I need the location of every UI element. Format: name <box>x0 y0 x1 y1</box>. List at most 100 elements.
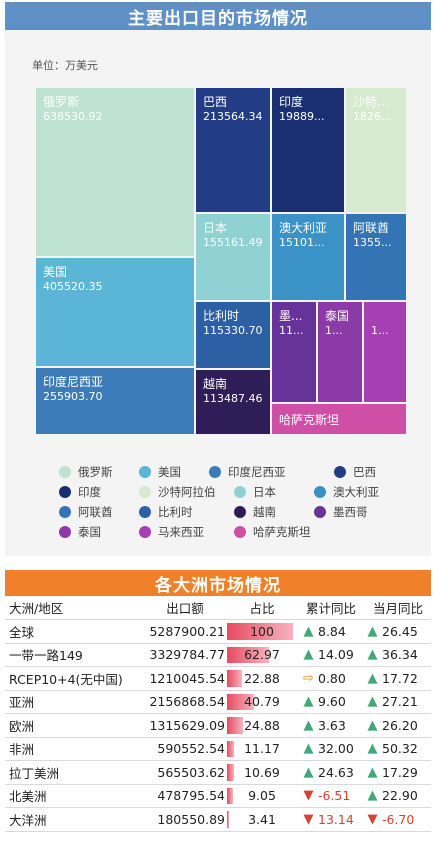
share-cell: 62.97 <box>227 644 297 667</box>
treemap-tile-label: 哈萨克斯坦 <box>279 413 340 427</box>
legend-item: 日本 <box>234 484 276 500</box>
treemap-tile-label: 澳大利亚 <box>279 221 328 235</box>
treemap-legend: 俄罗斯 美国 印度尼西亚 巴西 印度 沙特阿拉伯 日本 澳大利亚 阿联酋 比利时 越南 墨西哥 泰国 马来… <box>48 460 408 550</box>
arrow-up-icon: ▲ <box>367 717 378 733</box>
region-name: 大洋洲 <box>9 812 47 828</box>
monthly-yoy: ▲ 50.32 <box>365 738 431 761</box>
share-cell: 40.79 <box>227 691 297 714</box>
arrow-up-icon: ▲ <box>303 717 314 733</box>
legend-label: 沙特阿拉伯 <box>158 485 216 499</box>
cumulative-yoy-value: 9.60 <box>318 694 346 710</box>
treemap-tile-value: 638530.92 <box>43 110 103 123</box>
table-column-header: 累计同比 <box>305 601 356 616</box>
legend-label: 比利时 <box>158 505 193 519</box>
export-value: 590552.54 <box>157 741 225 757</box>
legend-swatch <box>139 526 151 538</box>
monthly-yoy-value: 36.34 <box>382 647 418 663</box>
table-row: 大洋洲 180550.89 3.41 ▼ 13.14 ▼ -6.70 <box>5 808 431 832</box>
table-row: 欧洲 1315629.09 24.88 ▲ 3.63 ▲ 26.20 <box>5 714 431 738</box>
legend-item: 沙特阿拉伯 <box>139 484 216 500</box>
share-value: 10.69 <box>244 764 280 780</box>
region-name: 欧洲 <box>9 718 35 734</box>
monthly-yoy-value: 17.29 <box>382 764 418 780</box>
share-bar <box>227 623 293 640</box>
treemap-tile-value: 1... <box>325 324 343 337</box>
legend-label: 俄罗斯 <box>78 465 113 479</box>
cumulative-yoy-value: 32.00 <box>318 741 354 757</box>
cumulative-yoy: ▲ 24.63 <box>301 761 361 784</box>
treemap-tile: 日本 155161.49 <box>196 214 270 300</box>
share-value: 9.05 <box>248 788 276 804</box>
share-value: 11.17 <box>244 741 280 757</box>
treemap-tile-value: 15101... <box>279 236 325 249</box>
treemap-tile-value: 405520.35 <box>43 280 103 293</box>
treemap-tile: 印度 19889... <box>272 88 344 212</box>
cumulative-yoy: ▼ 13.14 <box>301 808 361 831</box>
legend-item: 哈萨克斯坦 <box>234 524 311 540</box>
export-value: 180550.89 <box>157 811 225 827</box>
treemap-tile: 哈萨克斯坦 <box>272 404 406 434</box>
legend-swatch <box>139 506 151 518</box>
cumulative-yoy-value: 0.80 <box>318 670 346 686</box>
cumulative-yoy-value: 24.63 <box>318 764 354 780</box>
legend-label: 越南 <box>253 505 276 519</box>
continent-table: 大洲/地区 出口额 占比 累计同比 当月同比 全球 5287900.21 100 ▲ 8.84 ▲ 2… <box>5 596 431 832</box>
share-cell: 10.69 <box>227 761 297 784</box>
legend-label: 墨西哥 <box>333 505 368 519</box>
arrow-up-icon: ▲ <box>367 670 378 686</box>
legend-label: 日本 <box>253 485 276 499</box>
treemap-tile-value: 19889... <box>279 110 325 123</box>
region-name: 全球 <box>9 624 35 640</box>
treemap-tile: 泰国 1... <box>318 302 362 402</box>
legend-swatch <box>59 506 71 518</box>
legend-swatch <box>234 526 246 538</box>
treemap-title: 主要出口目的市场情况 <box>5 2 431 30</box>
cumulative-yoy-value: 13.14 <box>318 811 354 827</box>
share-cell: 100 <box>227 620 297 643</box>
arrow-up-icon: ▲ <box>367 623 378 639</box>
legend-item: 比利时 <box>139 504 193 520</box>
legend-label: 巴西 <box>353 465 376 479</box>
treemap-tile-value: 113487.46 <box>203 392 263 405</box>
cumulative-yoy: ▲ 3.63 <box>301 714 361 737</box>
monthly-yoy: ▲ 26.45 <box>365 620 431 643</box>
treemap-tile-label: 日本 <box>203 221 228 235</box>
cumulative-yoy-value: -6.51 <box>318 788 351 804</box>
table-row: 拉丁美洲 565503.62 10.69 ▲ 24.63 ▲ 17.29 <box>5 761 431 785</box>
share-bar <box>227 693 254 710</box>
table-column-header: 当月同比 <box>372 601 423 616</box>
legend-label: 印度尼西亚 <box>228 465 286 479</box>
arrow-up-icon: ▲ <box>303 694 314 710</box>
share-value: 62.97 <box>244 647 280 663</box>
legend-item: 印度 <box>59 484 101 500</box>
treemap-tile-value: 1826... <box>353 110 392 123</box>
arrow-up-icon: ▲ <box>303 647 314 663</box>
treemap-tile-value: 155161.49 <box>203 236 263 249</box>
legend-item: 阿联酋 <box>59 504 113 520</box>
legend-item: 墨西哥 <box>314 504 368 520</box>
arrow-up-icon: ▲ <box>367 694 378 710</box>
treemap-tile-value: 1355... <box>353 236 392 249</box>
share-bar <box>227 787 233 804</box>
legend-label: 哈萨克斯坦 <box>253 525 311 539</box>
treemap-tile-label: 泰国 <box>325 309 350 323</box>
table-row: 北美洲 478795.54 9.05 ▼ -6.51 ▲ 22.90 <box>5 785 431 808</box>
share-cell: 3.41 <box>227 808 297 831</box>
treemap-tile-value: 255903.70 <box>43 390 103 403</box>
arrow-down-icon: ▼ <box>303 811 314 827</box>
export-value: 478795.54 <box>157 788 225 804</box>
legend-swatch <box>209 466 221 478</box>
table-row: 亚洲 2156868.54 40.79 ▲ 9.60 ▲ 27.21 <box>5 691 431 714</box>
table-row: RCEP10+4(无中国) 1210045.54 22.88 ⇨ 0.80 ▲ 17.72 <box>5 667 431 691</box>
legend-label: 美国 <box>158 465 181 479</box>
cumulative-yoy-value: 8.84 <box>318 623 346 639</box>
share-cell: 22.88 <box>227 667 297 690</box>
share-value: 24.88 <box>244 717 280 733</box>
treemap-tile-label: 美国 <box>43 265 68 279</box>
legend-swatch <box>139 486 151 498</box>
region-name: 一带一路149 <box>9 648 83 664</box>
arrow-up-icon: ▲ <box>303 741 314 757</box>
share-cell: 24.88 <box>227 714 297 737</box>
treemap-tile-value: 11... <box>279 324 304 337</box>
treemap-tile: 美国 405520.35 <box>36 258 194 366</box>
